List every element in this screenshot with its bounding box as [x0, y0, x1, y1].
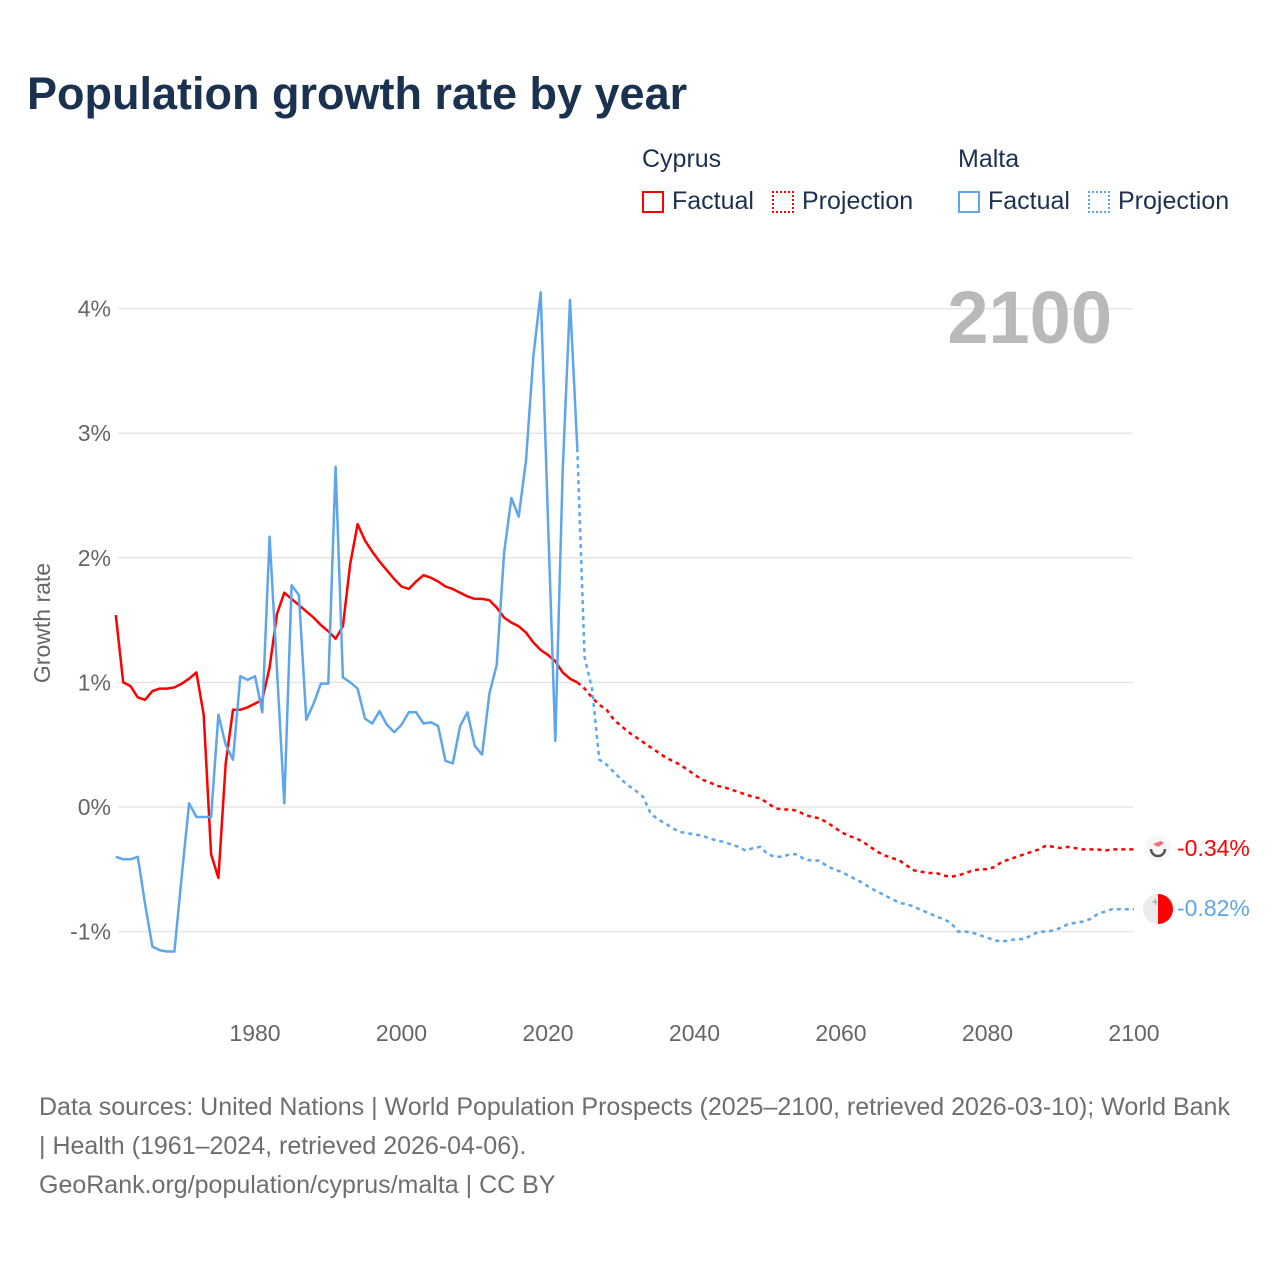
y-tick-label: 4% [78, 296, 111, 322]
y-tick-label: 2% [78, 545, 111, 571]
x-tick-label: 2080 [962, 1020, 1013, 1046]
malta-flag-icon: + [1143, 894, 1173, 924]
y-axis-label: Growth rate [29, 563, 55, 683]
malta-projection-line [576, 448, 1134, 943]
legend-cyprus-factual[interactable]: Factual [642, 187, 754, 216]
footer: Data sources: United Nations | World Pop… [39, 1088, 1239, 1205]
data-sources: Data sources: United Nations | World Pop… [39, 1093, 1230, 1160]
legend-swatch-dotted [1087, 190, 1110, 213]
legend-label: Factual [672, 187, 754, 215]
chart-title: Population growth rate by year [27, 68, 688, 119]
malta-end-label: -0.82% [1177, 895, 1250, 921]
cyprus-projection-line [576, 681, 1134, 879]
cyprus-factual-line [114, 522, 578, 880]
legend-cyprus-projection[interactable]: Projection [771, 187, 914, 216]
legend-group-label: Cyprus [642, 145, 722, 173]
legend-label: Projection [1117, 187, 1230, 215]
legend-label: Projection [801, 187, 914, 215]
x-tick-label: 2020 [522, 1020, 573, 1046]
cyprus-end-label: -0.34% [1177, 835, 1250, 861]
malta-factual-line [115, 291, 579, 953]
svg-text:+: + [1151, 897, 1159, 908]
current-year-watermark: 2100 [947, 276, 1112, 359]
credit-link[interactable]: GeoRank.org/population/cyprus/malta | CC… [39, 1171, 556, 1199]
y-tick-label: 3% [78, 420, 111, 446]
legend-malta-projection[interactable]: Projection [1087, 187, 1230, 216]
x-tick-label: 2100 [1108, 1020, 1159, 1046]
x-tick-label: 2040 [669, 1020, 720, 1046]
x-tick-label: 2000 [376, 1020, 427, 1046]
legend-label: Factual [988, 187, 1070, 215]
legend-swatch-solid [642, 190, 664, 213]
legend-swatch-dotted [771, 190, 794, 213]
y-tick-label: -1% [70, 919, 111, 945]
legend-group-label: Malta [958, 145, 1020, 173]
legend-swatch-solid [958, 190, 980, 213]
y-tick-label: 1% [78, 669, 111, 695]
y-tick-label: 0% [78, 794, 111, 820]
cyprus-flag-icon [1145, 835, 1171, 861]
legend-malta-factual[interactable]: Factual [958, 187, 1070, 216]
legend-malta: Malta Factual Projection [958, 145, 1247, 216]
x-tick-label: 2060 [815, 1020, 866, 1046]
legend-cyprus: Cyprus Factual Projection [642, 145, 931, 216]
x-tick-label: 1980 [229, 1020, 280, 1046]
